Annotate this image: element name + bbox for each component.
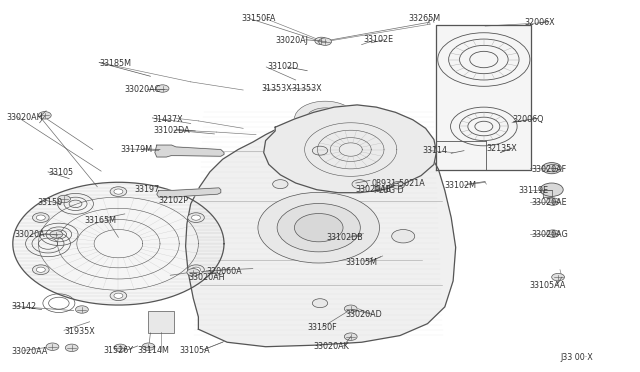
Circle shape [540,183,563,196]
Circle shape [58,195,70,203]
Text: 33102D: 33102D [268,62,299,71]
Circle shape [273,180,288,189]
Circle shape [36,267,45,272]
Circle shape [312,299,328,308]
Text: 33020AJ: 33020AJ [275,36,308,45]
Text: 33105M: 33105M [346,258,378,267]
Circle shape [142,343,155,350]
Circle shape [306,108,344,130]
Text: J33 00·X: J33 00·X [560,353,593,362]
Text: 31353X: 31353X [261,84,292,93]
Circle shape [294,101,356,137]
Text: 31437X: 31437X [152,115,183,124]
Text: 320060A: 320060A [206,267,242,276]
Circle shape [114,189,123,194]
Text: 33102E: 33102E [364,35,394,44]
Circle shape [547,164,559,172]
Circle shape [392,230,415,243]
Circle shape [110,291,127,301]
Text: 32006Q: 32006Q [512,115,543,124]
Circle shape [50,231,63,238]
Text: 32135X: 32135X [486,144,517,153]
Circle shape [352,180,367,189]
Text: 32102P: 32102P [159,196,189,205]
Circle shape [156,85,169,92]
Text: 33020AH: 33020AH [6,113,43,122]
Text: 33265M: 33265M [408,14,440,23]
Circle shape [76,306,88,313]
Text: 33020AK: 33020AK [314,342,349,351]
Text: PLUG D: PLUG D [374,186,404,195]
Text: 31526Y: 31526Y [104,346,134,355]
Circle shape [547,230,559,237]
Text: 33105: 33105 [48,169,73,177]
Text: 32006X: 32006X [525,18,556,27]
Circle shape [344,333,357,340]
Circle shape [36,215,45,220]
Text: 33020AC: 33020AC [125,85,161,94]
Polygon shape [157,188,221,197]
Text: 33105AA: 33105AA [530,281,566,290]
Circle shape [191,267,200,272]
Circle shape [191,215,200,220]
Text: 33114M: 33114M [138,346,170,355]
Circle shape [114,344,127,352]
Circle shape [294,214,343,242]
Circle shape [46,343,59,350]
Text: 33165M: 33165M [84,216,116,225]
Circle shape [392,182,404,189]
Text: 33105A: 33105A [179,346,210,355]
Text: 33179M: 33179M [120,145,152,154]
Circle shape [33,213,49,222]
Text: 33020AD: 33020AD [346,310,382,319]
Circle shape [312,146,328,155]
Circle shape [187,269,200,276]
Text: 33150FA: 33150FA [242,14,276,23]
Polygon shape [543,190,552,197]
Polygon shape [436,25,531,170]
Text: 33020AF: 33020AF [531,165,566,174]
Circle shape [65,344,78,352]
Polygon shape [264,105,436,193]
Circle shape [315,37,328,45]
Circle shape [114,293,123,298]
Text: 33102M: 33102M [445,181,477,190]
Polygon shape [155,145,224,157]
Polygon shape [13,182,224,305]
Circle shape [547,198,559,205]
Circle shape [344,305,357,312]
Text: 33142: 33142 [12,302,36,311]
Text: 33020AA: 33020AA [12,347,48,356]
Text: 31935X: 31935X [64,327,95,336]
Circle shape [110,187,127,196]
Circle shape [188,265,204,275]
Text: 33114: 33114 [422,146,447,155]
Circle shape [33,265,49,275]
Text: 33119E: 33119E [518,186,548,195]
Text: 08931-5021A: 08931-5021A [371,179,425,187]
Bar [148,311,174,333]
Polygon shape [186,112,456,347]
Text: 33020AH: 33020AH [189,273,225,282]
Text: 33185M: 33185M [99,59,131,68]
Circle shape [188,213,204,222]
Circle shape [319,38,332,45]
Text: 33020AE: 33020AE [531,198,567,207]
Text: 33020AG: 33020AG [531,230,568,239]
Text: 33020A: 33020A [14,230,45,239]
Text: 33020AB: 33020AB [355,185,391,194]
Circle shape [552,273,564,281]
Text: 31353X: 31353X [291,84,322,93]
Circle shape [542,163,561,174]
Text: 33102DB: 33102DB [326,233,363,242]
Text: 33102DA: 33102DA [154,126,190,135]
Circle shape [38,112,51,119]
Text: 33150: 33150 [37,198,62,207]
Circle shape [258,192,380,263]
Text: 33150F: 33150F [307,323,337,332]
Circle shape [277,203,360,252]
Text: 33197: 33197 [134,185,159,194]
